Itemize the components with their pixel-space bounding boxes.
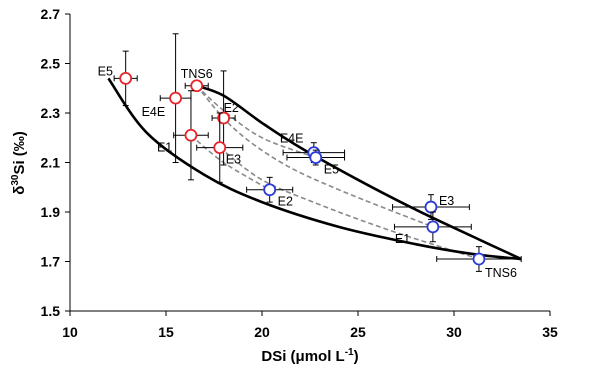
y-tick-label: 1.5 bbox=[41, 303, 61, 319]
data-point bbox=[436, 246, 522, 272]
point-label: E3 bbox=[439, 194, 454, 208]
point-label: E5 bbox=[98, 64, 113, 78]
x-axis-title: DSi (μmol L-1) bbox=[261, 347, 358, 365]
y-tick-label: 2.5 bbox=[41, 56, 61, 72]
point-label: E2 bbox=[224, 101, 239, 115]
ticks: 10 15 20 25 30 35 1.5 1.7 1.9 2.1 2.3 2.5 2.7 bbox=[41, 6, 558, 340]
point-label: TNS6 bbox=[181, 67, 213, 81]
point-marker bbox=[190, 79, 204, 93]
point-marker bbox=[217, 111, 231, 125]
data-point bbox=[113, 50, 138, 107]
data-point bbox=[196, 112, 244, 183]
points bbox=[113, 33, 522, 272]
y-tick-label: 2.1 bbox=[41, 155, 61, 171]
point-label: E1 bbox=[157, 140, 172, 154]
data-point bbox=[393, 211, 472, 243]
x-tick-label: 25 bbox=[350, 324, 366, 340]
point-marker bbox=[263, 183, 277, 197]
y-tick-label: 1.9 bbox=[41, 204, 61, 220]
curves bbox=[107, 77, 522, 261]
point-label: E4E bbox=[142, 105, 166, 119]
point-marker bbox=[184, 128, 198, 142]
x-tick-label: 15 bbox=[158, 324, 174, 340]
y-tick-label: 1.7 bbox=[41, 254, 61, 270]
point-label: E3 bbox=[226, 153, 241, 167]
point-label: E2 bbox=[278, 195, 293, 209]
x-tick-label: 30 bbox=[446, 324, 462, 340]
data-point bbox=[246, 176, 294, 203]
envelope-curve-2 bbox=[196, 84, 522, 261]
point-labels: E5 E4E TNS6 E1 E2 E3 E2 E4E E5 E3 E1 TNS6 bbox=[98, 64, 517, 280]
point-marker bbox=[213, 141, 227, 155]
axes bbox=[69, 14, 550, 312]
point-marker bbox=[472, 252, 486, 266]
y-tick-label: 2.3 bbox=[41, 105, 61, 121]
mixing-curve-4 bbox=[219, 147, 480, 260]
y-axis-title: δ30Si (‰) bbox=[10, 131, 28, 195]
data-point bbox=[159, 33, 192, 163]
envelope-curve-1 bbox=[107, 77, 522, 261]
point-marker bbox=[169, 91, 183, 105]
point-label: E5 bbox=[324, 163, 339, 177]
point-marker bbox=[119, 71, 133, 85]
x-tick-label: 20 bbox=[254, 324, 270, 340]
data-point bbox=[392, 194, 470, 220]
data-point bbox=[184, 79, 209, 93]
point-marker bbox=[424, 200, 438, 214]
point-label: E4E bbox=[280, 132, 304, 146]
y-tick-label: 2.7 bbox=[41, 6, 61, 22]
mixing-curve-1 bbox=[196, 85, 317, 159]
point-label: TNS6 bbox=[485, 266, 517, 280]
x-tick-label: 35 bbox=[542, 324, 558, 340]
data-point bbox=[286, 149, 346, 166]
point-marker bbox=[309, 151, 323, 164]
data-point bbox=[173, 90, 209, 181]
x-tick-label: 10 bbox=[62, 324, 78, 340]
point-marker bbox=[426, 220, 440, 234]
point-label: E1 bbox=[395, 232, 410, 246]
